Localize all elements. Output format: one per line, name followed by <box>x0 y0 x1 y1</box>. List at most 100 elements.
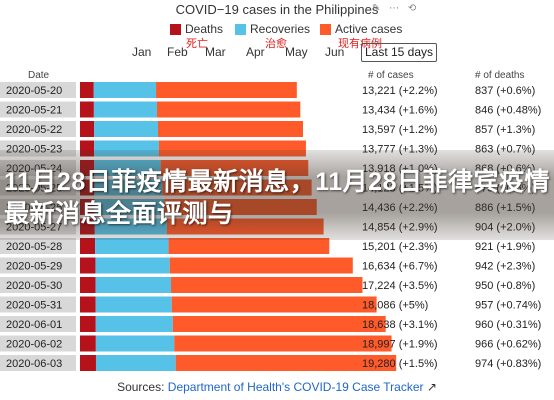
date-cell-bg <box>0 199 76 215</box>
bar-active <box>160 160 309 176</box>
date-label: 2020-05-22 <box>6 124 62 136</box>
deaths-value: 863 (+0.7%) <box>475 144 535 156</box>
cases-value: 13,597 (+1.2%) <box>362 124 438 136</box>
date-cell-bg <box>0 238 76 254</box>
cases-value: 18,638 (+3.1%) <box>362 319 438 331</box>
bar-recoveries <box>94 121 159 137</box>
legend-active-label: Active cases <box>335 22 403 36</box>
bar-deaths <box>80 335 96 352</box>
bar-active <box>171 296 377 313</box>
bar-deaths <box>80 296 96 313</box>
date-cell-bg <box>0 335 76 352</box>
date-cell-bg <box>0 140 76 157</box>
bar-recoveries <box>94 199 165 215</box>
date-cell-bg <box>0 101 76 118</box>
date-label: 2020-05-26 <box>6 202 62 214</box>
deaths-value: 960 (+0.31%) <box>475 319 541 331</box>
bar-active <box>156 82 297 98</box>
cases-value: 15,201 (+2.3%) <box>362 241 438 253</box>
bar-active <box>158 140 306 157</box>
date-label: 2020-05-28 <box>6 241 62 253</box>
bar-active <box>169 257 353 274</box>
bar-active <box>172 316 386 332</box>
month-jun[interactable]: Jun <box>325 45 345 59</box>
legend-active-swatch <box>320 24 331 35</box>
deaths-value: 868 (+0.6%) <box>475 163 535 175</box>
date-label: 2020-06-03 <box>6 358 62 370</box>
date-cell-bg <box>0 82 76 98</box>
bar-recoveries <box>93 101 158 118</box>
deaths-value: 950 (+0.8%) <box>475 280 535 292</box>
bar-recoveries <box>94 218 167 235</box>
cases-value: 13,777 (+1.3%) <box>362 144 438 156</box>
bar-recoveries <box>95 257 170 274</box>
bar-deaths <box>80 160 95 176</box>
cases-value: 13,221 (+2.2%) <box>362 85 438 97</box>
legend-deaths-label: Deaths <box>185 22 224 36</box>
date-label: 2020-05-30 <box>6 280 62 292</box>
cases-value: 18,997 (+1.9%) <box>362 339 438 351</box>
deaths-value: 837 (+0.6%) <box>475 85 535 97</box>
bar-active <box>174 335 392 352</box>
date-label: 2020-05-23 <box>6 144 62 156</box>
date-label: 2020-05-27 <box>6 222 62 234</box>
bar-recoveries <box>94 179 163 196</box>
bar-active <box>166 218 324 235</box>
bar-recoveries <box>93 82 157 98</box>
bar-recoveries <box>94 140 159 157</box>
bar-active <box>157 101 301 118</box>
deaths-value: 873 (+0.6%) <box>475 183 535 195</box>
month-jan[interactable]: Jan <box>132 45 152 59</box>
month-selector: Jan Feb Mar Apr May Jun <box>0 45 554 63</box>
bar-deaths <box>80 316 96 332</box>
bar-recoveries <box>95 277 172 293</box>
bar-deaths <box>80 82 94 98</box>
bar-deaths <box>80 277 96 293</box>
deaths-value: 846 (+0.48%) <box>475 105 541 117</box>
date-cell-bg <box>0 179 76 196</box>
source-prefix: Sources: <box>117 380 168 394</box>
bar-recoveries <box>94 160 161 176</box>
date-cell-bg <box>0 257 76 274</box>
legend: Deaths 死亡 Recoveries 治愈 Active cases 现有病… <box>0 22 554 50</box>
date-cell-bg <box>0 316 76 332</box>
headline-overlay <box>0 150 554 240</box>
deaths-value: 957 (+0.74%) <box>475 300 541 312</box>
bar-deaths <box>80 101 94 118</box>
month-may[interactable]: May <box>285 45 308 59</box>
bar-deaths <box>80 140 95 157</box>
month-apr[interactable]: Apr <box>246 45 265 59</box>
date-cell-bg <box>0 296 76 313</box>
bar-recoveries <box>95 355 176 371</box>
date-cell-bg <box>0 218 76 235</box>
source-link[interactable]: Department of Health's COVID-19 Case Tra… <box>167 380 424 394</box>
chart-toolbar-icons[interactable]: ✎ ⋯ ⟲ <box>372 3 420 14</box>
month-feb[interactable]: Feb <box>167 45 188 59</box>
cases-value: 19,280 (+1.5%) <box>362 358 438 370</box>
bar-deaths <box>80 218 95 235</box>
period-button[interactable]: Last 15 days <box>361 43 437 62</box>
date-label: 2020-06-01 <box>6 319 62 331</box>
date-cell-bg <box>0 160 76 176</box>
bar-active <box>175 355 397 371</box>
date-label: 2020-06-02 <box>6 339 62 351</box>
date-label: 2020-05-24 <box>6 163 62 175</box>
cases-value: 13,918 (+1.0%) <box>362 163 438 175</box>
bar-deaths <box>80 179 95 196</box>
bar-recoveries <box>95 296 172 313</box>
chart-title: COVID−19 cases in the Philippines <box>175 2 379 17</box>
cases-value: 14,854 (+2.9%) <box>362 222 438 234</box>
date-cell-bg <box>0 277 76 293</box>
date-cell-bg <box>0 355 76 371</box>
legend-recoveries-swatch <box>235 24 246 35</box>
deaths-value: 974 (+0.83%) <box>475 358 541 370</box>
month-mar[interactable]: Mar <box>205 45 226 59</box>
external-link-icon[interactable]: ↗ <box>423 380 437 394</box>
legend-deaths-cn-label: 死亡 <box>186 38 208 50</box>
date-label: 2020-05-20 <box>6 85 62 97</box>
bar-deaths <box>80 121 95 137</box>
source-line: Sources: Department of Health's COVID-19… <box>0 380 554 394</box>
cases-value: 13,434 (+1.6%) <box>362 105 438 117</box>
header-date: Date <box>28 70 50 81</box>
cases-value: 14,123 (+1.5%) <box>362 183 438 195</box>
